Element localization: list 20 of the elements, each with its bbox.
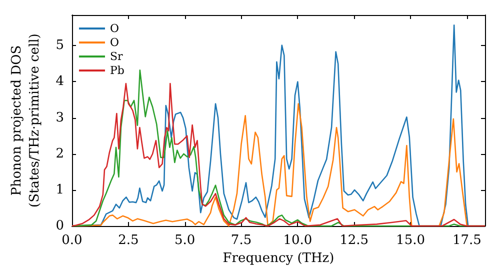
y-tick-label: 5: [56, 38, 64, 54]
legend-label: O: [110, 22, 120, 35]
y-tick-label: 3: [56, 110, 64, 126]
x-tick-label: 0.0: [62, 233, 82, 248]
x-tick-label: 12.5: [340, 233, 369, 248]
legend-label: O: [110, 36, 120, 49]
y-tick-label: 0: [56, 218, 64, 234]
x-axis-title: Frequency (THz): [222, 251, 334, 266]
x-tick-label: 5.0: [174, 233, 196, 248]
legend-label: Pb: [110, 64, 124, 77]
y-tick-label: 2: [56, 146, 64, 162]
legend-label: Sr: [110, 50, 124, 63]
x-tick-label: 15.0: [396, 233, 425, 248]
x-tick-label: 2.5: [118, 233, 139, 248]
y-tick-label: 1: [56, 182, 64, 198]
x-tick-label: 10.0: [283, 233, 312, 248]
y-tick-label: 4: [56, 74, 64, 90]
y-axis-title: Phonon projected DOS (States/THz·primitive cell): [10, 33, 42, 208]
x-tick-label: 17.5: [452, 233, 482, 248]
x-tick-label: 7.5: [230, 233, 252, 248]
